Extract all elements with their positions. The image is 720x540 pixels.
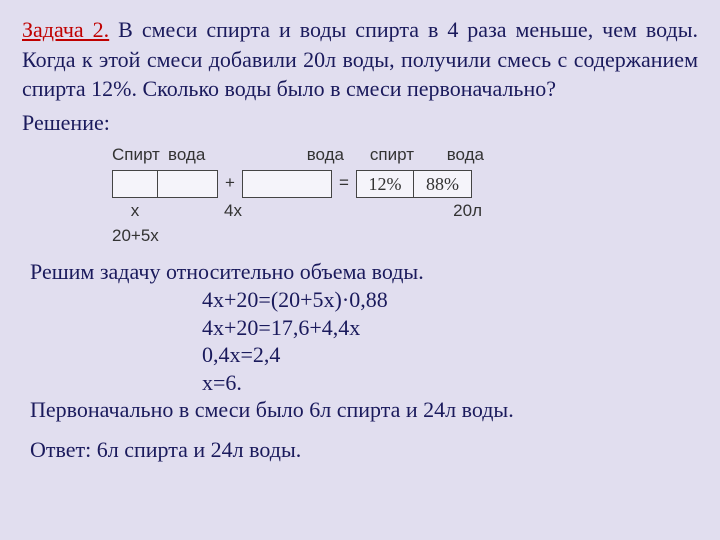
label-20l: 20л <box>242 200 482 223</box>
cell-voda-pct: 88% <box>414 170 472 198</box>
diagram-bottom-labels-2: 20+5х <box>112 225 698 248</box>
diagram-bottom-labels: х 4х 20л <box>112 200 698 223</box>
equations: 4х+20=(20+5х)·0,88 4х+20=17,6+4,4х 0,4х=… <box>202 286 698 396</box>
answer: Ответ: 6л спирта и 24л воды. <box>30 435 698 465</box>
solution-label: Решение: <box>22 108 698 138</box>
label-spirt-2: спирт <box>344 144 414 167</box>
label-voda-2: вода <box>228 144 344 167</box>
eq-1: 4х+20=(20+5х)·0,88 <box>202 286 698 314</box>
problem-body: В смеси спирта и воды спирта в 4 раза ме… <box>22 17 698 101</box>
problem-label: Задача 2. <box>22 17 109 42</box>
eq-3: 0,4х=2,4 <box>202 341 698 369</box>
label-x: х <box>112 200 158 223</box>
cell-spirt-1 <box>112 170 158 198</box>
solution-conclusion: Первоначально в смеси было 6л спирта и 2… <box>30 396 698 425</box>
diagram-top-labels: Спирт вода вода спирт вода <box>112 144 698 167</box>
eq-2: 4х+20=17,6+4,4х <box>202 314 698 342</box>
label-4x: 4х <box>158 200 242 223</box>
solution-body: Решим задачу относительно объема воды. 4… <box>30 258 698 425</box>
cell-voda-2 <box>242 170 332 198</box>
label-voda-1: вода <box>168 144 228 167</box>
diagram-cells: + = 12% 88% <box>112 170 698 198</box>
label-spirt-1: Спирт <box>112 144 168 167</box>
problem-statement: Задача 2. В смеси спирта и воды спирта в… <box>22 15 698 104</box>
label-20plus5x: 20+5х <box>112 225 159 248</box>
solution-intro: Решим задачу относительно объема воды. <box>30 258 698 287</box>
op-equals: = <box>332 172 356 195</box>
cell-spirt-pct: 12% <box>356 170 414 198</box>
eq-4: х=6. <box>202 369 698 397</box>
diagram: Спирт вода вода спирт вода + = 12% 88% х… <box>112 144 698 248</box>
cell-voda-1 <box>158 170 218 198</box>
label-voda-3: вода <box>414 144 484 167</box>
op-plus: + <box>218 172 242 195</box>
